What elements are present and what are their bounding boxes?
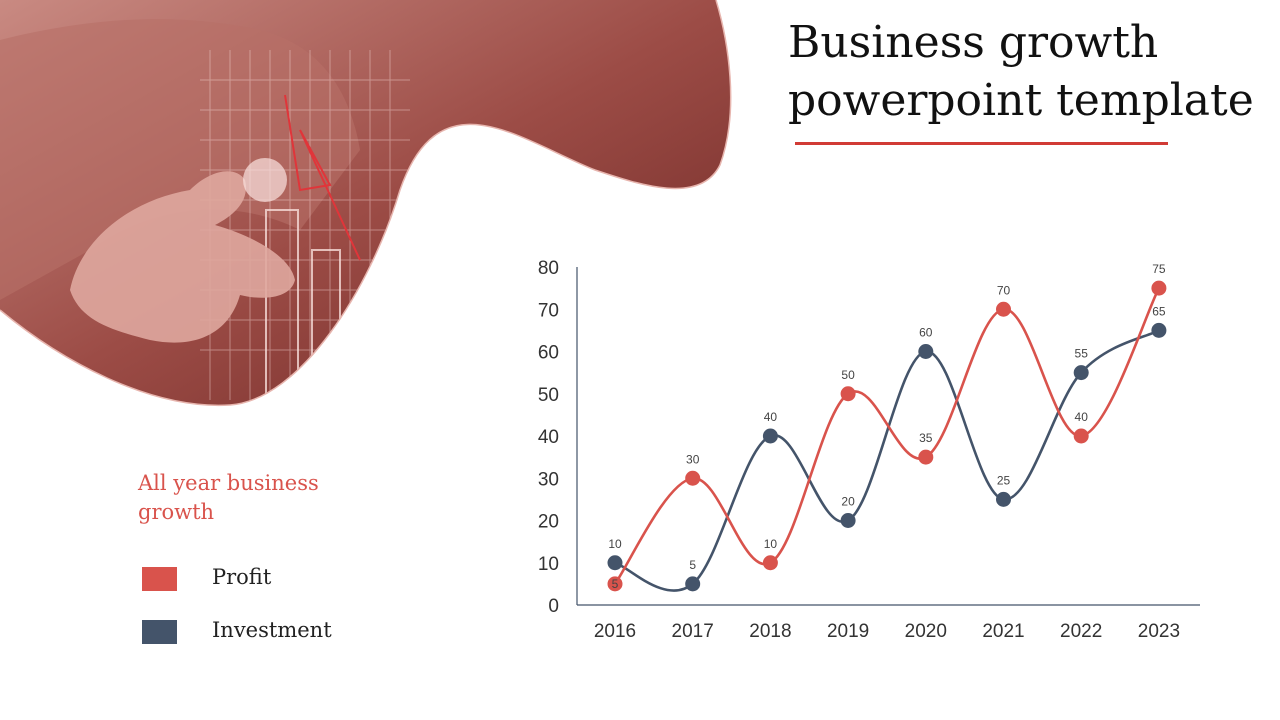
data-label-investment: 55 xyxy=(1075,347,1089,361)
data-label-investment: 60 xyxy=(919,326,933,340)
data-label-profit: 70 xyxy=(997,283,1011,297)
data-label-profit: 75 xyxy=(1152,262,1166,276)
legend-swatch-investment xyxy=(142,620,177,644)
x-tick-label: 2022 xyxy=(1060,621,1102,642)
chart-data-labels: 10 5 40 20 60 25 55 65 5 30 10 50 35 70 40 75 xyxy=(608,262,1166,591)
data-point-investment xyxy=(918,344,934,359)
legend-item-profit: Profit xyxy=(142,565,271,591)
data-label-investment: 25 xyxy=(997,473,1011,487)
legend-heading: All year business growth xyxy=(138,471,319,524)
data-label-investment: 65 xyxy=(1152,304,1166,318)
y-tick-label: 80 xyxy=(538,258,559,279)
data-point-investment xyxy=(762,428,778,444)
data-point-investment xyxy=(1151,322,1167,338)
data-point-profit xyxy=(1151,280,1167,296)
data-label-profit: 5 xyxy=(612,577,619,591)
legend-item-investment: Investment xyxy=(142,618,332,644)
x-tick-label: 2020 xyxy=(905,621,947,642)
data-point-profit xyxy=(1073,428,1089,444)
x-tick-label: 2019 xyxy=(827,621,869,642)
data-point-profit xyxy=(685,470,701,486)
data-point-profit xyxy=(996,301,1011,317)
x-tick-label: 2023 xyxy=(1138,621,1180,642)
y-tick-label: 0 xyxy=(548,596,559,617)
data-label-investment: 5 xyxy=(689,558,696,572)
hero-photo xyxy=(0,0,732,407)
y-tick-label: 30 xyxy=(538,469,559,490)
data-point-investment xyxy=(840,513,856,528)
x-tick-label: 2017 xyxy=(672,621,714,642)
x-tick-label: 2016 xyxy=(594,621,636,642)
series-line-investment xyxy=(614,329,1160,592)
data-point-profit xyxy=(762,555,778,571)
legend-label-profit: Profit xyxy=(212,565,272,589)
data-label-profit: 35 xyxy=(919,431,933,445)
legend-label-investment: Investment xyxy=(212,618,332,642)
x-axis-ticks: 2016 2017 2018 2019 2020 2021 2022 2023 xyxy=(594,621,1180,642)
slide-title: Business growth powerpoint template xyxy=(788,17,1254,126)
x-tick-label: 2018 xyxy=(749,621,791,642)
data-label-investment: 40 xyxy=(764,410,778,424)
y-tick-label: 60 xyxy=(538,343,559,364)
y-tick-label: 50 xyxy=(538,385,559,406)
y-tick-label: 40 xyxy=(538,427,559,448)
data-point-profit xyxy=(918,449,934,465)
data-point-profit xyxy=(607,576,623,592)
data-label-profit: 30 xyxy=(686,452,700,466)
y-tick-label: 10 xyxy=(538,554,559,575)
y-tick-label: 70 xyxy=(538,300,559,321)
data-point-investment xyxy=(1073,365,1089,381)
chart-axes xyxy=(576,267,1200,606)
data-point-investment xyxy=(685,576,701,592)
data-label-profit: 10 xyxy=(764,537,778,551)
data-label-investment: 10 xyxy=(608,537,622,551)
legend-swatch-profit xyxy=(142,567,177,591)
data-point-profit xyxy=(840,386,856,402)
y-axis-ticks: 0 10 20 30 40 50 60 70 80 xyxy=(538,258,559,617)
y-tick-label: 20 xyxy=(538,512,559,533)
x-tick-label: 2021 xyxy=(982,621,1024,642)
data-point-investment xyxy=(996,491,1011,507)
data-label-investment: 20 xyxy=(841,495,855,509)
data-point-investment xyxy=(607,555,623,571)
chart-points xyxy=(607,280,1167,592)
data-label-profit: 40 xyxy=(1075,410,1089,424)
data-label-profit: 50 xyxy=(841,368,855,382)
title-underline xyxy=(795,142,1168,145)
